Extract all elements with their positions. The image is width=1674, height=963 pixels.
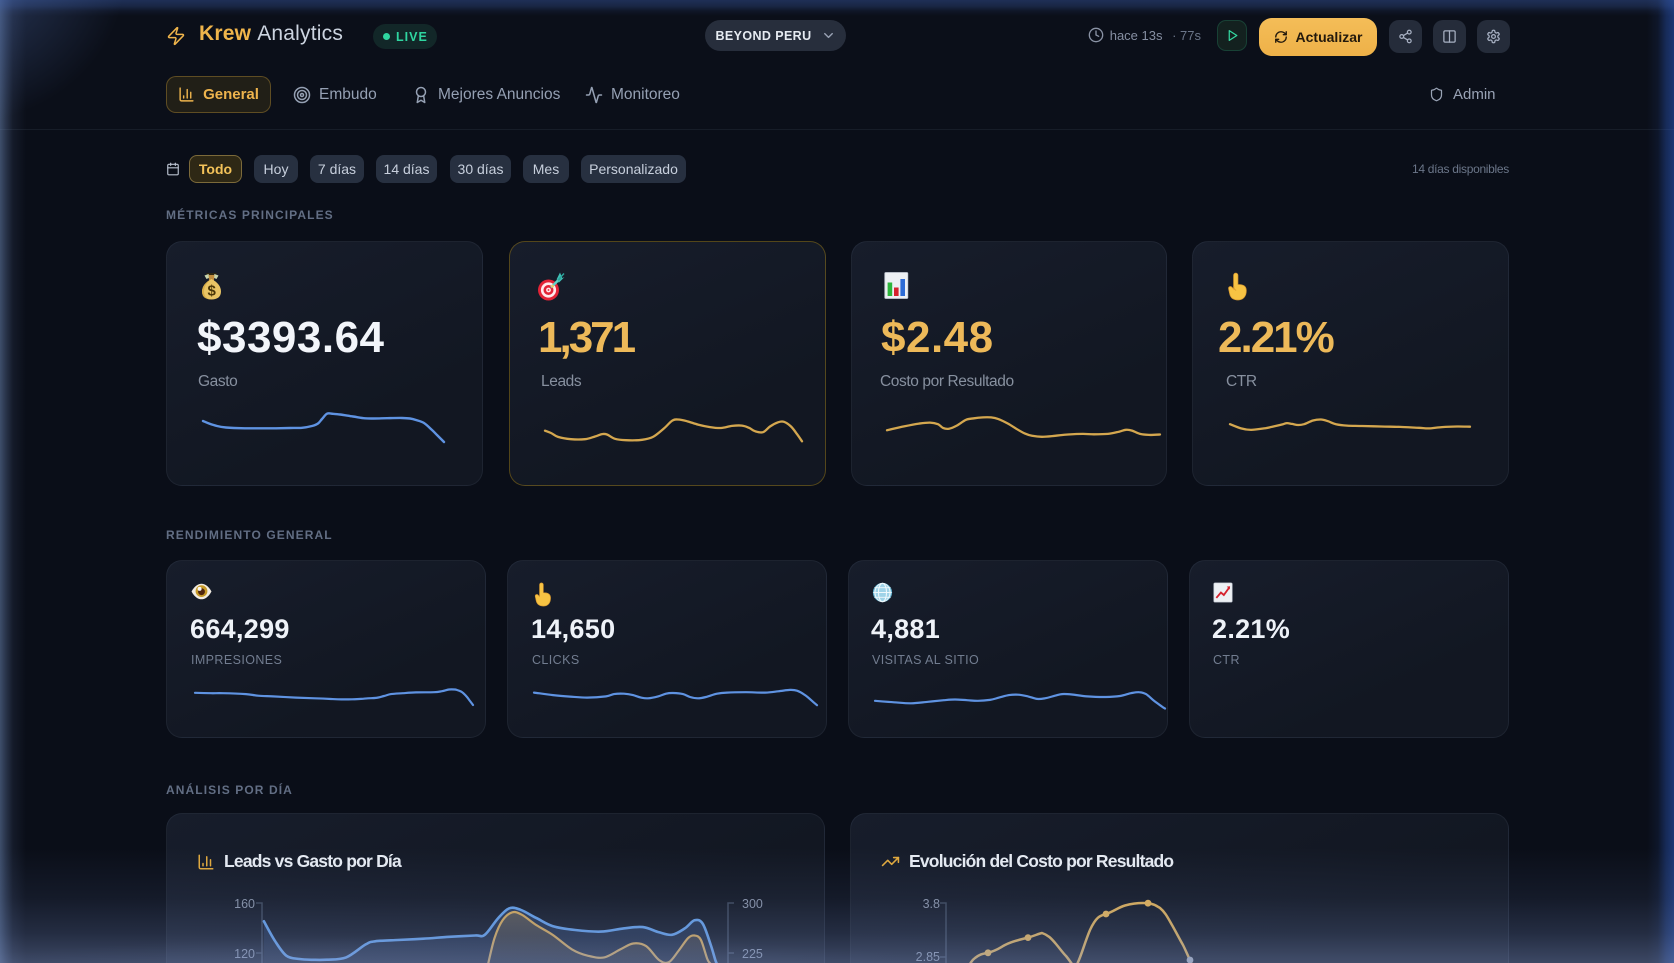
svg-text:160: 160	[234, 897, 255, 911]
svg-text:300: 300	[742, 897, 763, 911]
svg-text:2.85: 2.85	[916, 950, 940, 963]
svg-text:120: 120	[234, 947, 255, 961]
svg-text:3.8: 3.8	[923, 897, 940, 911]
svg-text:225: 225	[742, 947, 763, 961]
